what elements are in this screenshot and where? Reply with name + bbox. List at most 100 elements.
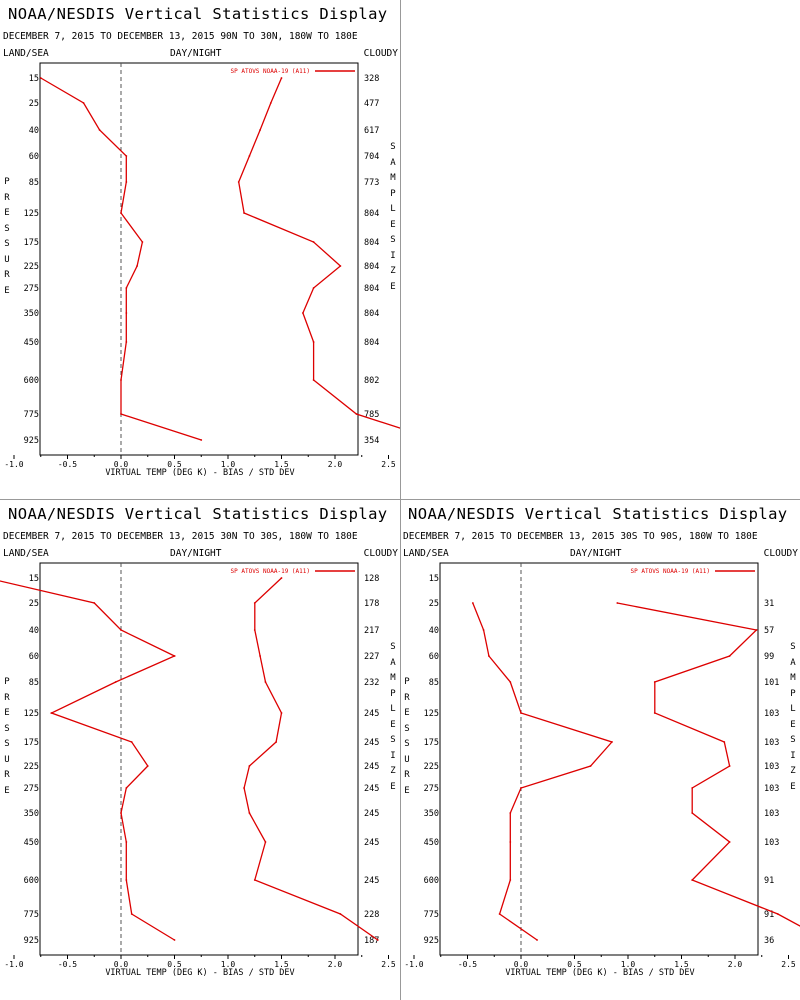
sample-size-label: 245 [364, 809, 379, 819]
bias-point [98, 129, 101, 131]
bias-point [509, 681, 512, 683]
bias-point [520, 712, 522, 714]
pressure-tick-label: 275 [424, 784, 439, 794]
sample-size-label: 217 [364, 626, 379, 636]
x-tick-label: 1.0 [221, 460, 236, 469]
pressure-tick-label: 15 [29, 574, 39, 584]
bias-point [130, 741, 133, 743]
std_dev-point [243, 787, 245, 789]
pressure-tick-label: 125 [24, 709, 39, 719]
bias-point [488, 655, 490, 657]
bias-point [130, 913, 133, 915]
pressure-tick-label: 175 [24, 238, 39, 248]
x-tick-label: -0.5 [58, 460, 77, 469]
chart-plot: -1.0-0.50.00.51.01.52.02.53.03.54.0VIRTU… [0, 562, 396, 978]
x-tick-label: 2.5 [381, 960, 396, 969]
legend-label: SP ATOVS NOAA-19 (A11) [231, 568, 310, 575]
sample-size-label: 245 [364, 709, 379, 719]
sample-size-label: 245 [364, 784, 379, 794]
pressure-tick-label: 40 [29, 126, 39, 136]
x-tick-label: 0.5 [167, 460, 182, 469]
bias-point [125, 841, 128, 843]
std_dev-point [755, 629, 758, 631]
panel-divider-vertical [400, 0, 401, 1000]
legend-label: SP ATOVS NOAA-19 (A11) [231, 68, 310, 75]
sample-size-label: 103 [764, 838, 779, 848]
sample-size-label: 31 [764, 599, 774, 609]
sample-size-label: 103 [764, 809, 779, 819]
std_dev-point [302, 312, 304, 314]
pressure-tick-label: 15 [29, 74, 39, 84]
std_dev-point [728, 655, 731, 657]
pressure-tick-label: 925 [24, 436, 39, 446]
panel-divider-horizontal [0, 499, 800, 500]
chart-subtitle: DECEMBER 7, 2015 TO DECEMBER 13, 2015 30… [3, 531, 358, 542]
pressure-tick-label: 925 [24, 936, 39, 946]
pressure-tick-label: 40 [29, 626, 39, 636]
sample-size-label: 245 [364, 838, 379, 848]
x-tick-label: -0.5 [58, 960, 77, 969]
bias-point [520, 787, 522, 789]
day-night-label: DAY/NIGHT [570, 548, 622, 559]
sample-size-label: 773 [364, 178, 379, 188]
pressure-tick-label: 225 [424, 762, 439, 772]
bias-point [611, 741, 613, 743]
x-tick-label: 2.0 [728, 960, 743, 969]
std_dev-point [691, 879, 694, 881]
x-tick-label: 1.5 [274, 960, 289, 969]
sample-size-label: 245 [364, 738, 379, 748]
sample-size-label: 99 [764, 652, 774, 662]
x-tick-label: 0.0 [114, 460, 129, 469]
std_dev-point [728, 841, 731, 843]
chart-subtitle: DECEMBER 7, 2015 TO DECEMBER 13, 2015 30… [403, 531, 758, 542]
sample-size-label: 103 [764, 784, 779, 794]
pressure-tick-label: 125 [24, 209, 39, 219]
x-axis-label: VIRTUAL TEMP (DEG K) - BIAS / STD DEV [105, 968, 294, 978]
pressure-tick-label: 600 [24, 376, 39, 386]
sample-size-label: 804 [364, 284, 379, 294]
std_dev-point [653, 712, 656, 714]
sample-size-label: 477 [364, 99, 379, 109]
pressure-tick-label: 60 [29, 152, 39, 162]
day-night-label: DAY/NIGHT [170, 48, 222, 59]
std_dev-point [259, 655, 261, 657]
pressure-tick-label: 350 [24, 809, 39, 819]
x-tick-label: 0.5 [167, 960, 182, 969]
bias-point [125, 312, 128, 314]
bias-point [125, 787, 128, 789]
bias-point [125, 181, 128, 183]
pressure-tick-label: 125 [424, 709, 439, 719]
bias-point [136, 265, 138, 267]
cloudy-label: CLOUDY [363, 548, 398, 559]
bias-point [125, 879, 128, 881]
pressure-tick-label: 25 [429, 599, 439, 609]
x-tick-label: 0.0 [514, 960, 529, 969]
bias-point [120, 379, 122, 381]
sample-size-label: 617 [364, 126, 379, 136]
std_dev-point [253, 879, 256, 881]
pressure-tick-label: 60 [29, 652, 39, 662]
sample-size-label: 804 [364, 262, 379, 272]
bias-point [120, 413, 122, 415]
sample-size-label: 804 [364, 338, 379, 348]
bias-point [50, 712, 53, 714]
pressure-tick-label: 275 [24, 784, 39, 794]
std_dev-point [280, 712, 283, 714]
plot-frame [39, 62, 359, 456]
std_dev-point [376, 939, 379, 941]
plot-frame [39, 562, 359, 956]
bias-point [509, 879, 512, 881]
std_dev-point [248, 812, 251, 814]
bias-point [536, 939, 538, 941]
std_dev-point [776, 913, 779, 915]
x-tick-label: 2.0 [328, 460, 343, 469]
sample-size-label: 178 [364, 599, 379, 609]
std_dev-point [280, 77, 283, 79]
std_dev-point [616, 602, 619, 604]
bias-point [93, 602, 96, 604]
std_dev-point [312, 341, 315, 343]
x-axis-label: VIRTUAL TEMP (DEG K) - BIAS / STD DEV [505, 968, 694, 978]
sample-size-label: 91 [764, 910, 774, 920]
